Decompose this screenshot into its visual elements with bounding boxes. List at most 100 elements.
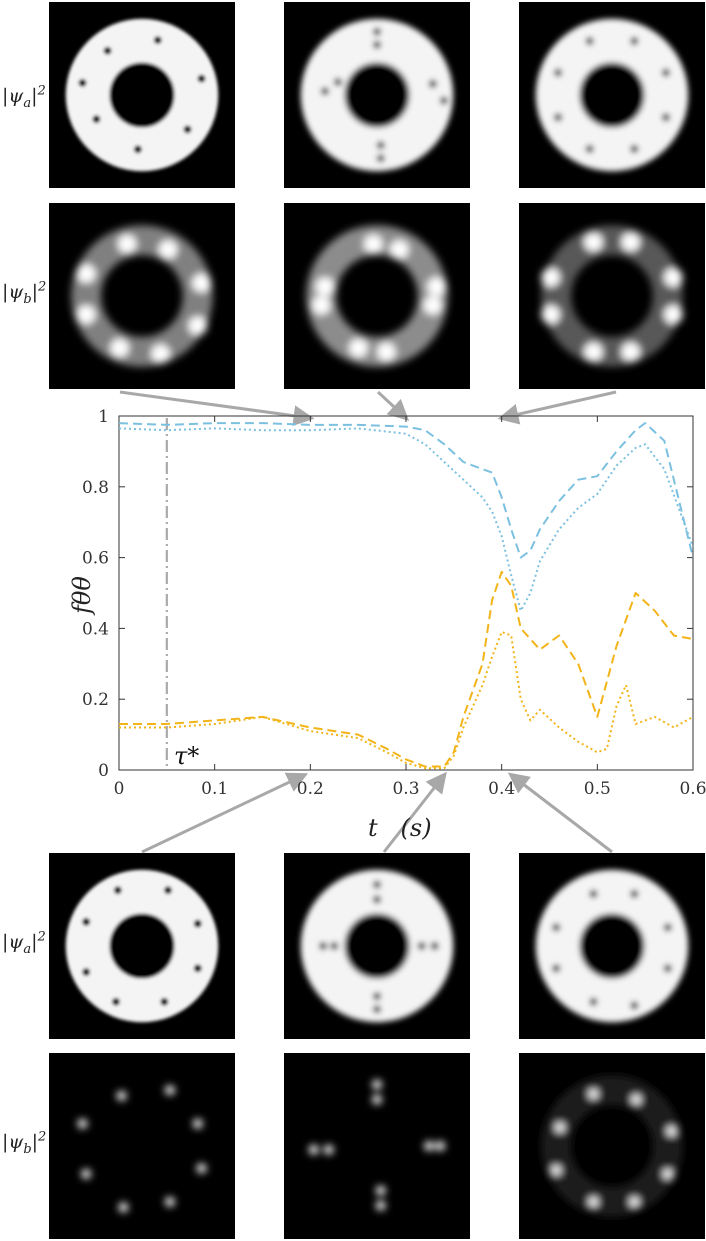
filled-vortex-density	[308, 1079, 446, 1211]
density-peak	[363, 234, 383, 254]
tau-star-annotation: τ*	[174, 742, 199, 770]
density-peak	[311, 296, 331, 315]
vortex-core	[193, 919, 202, 928]
vortex-core	[554, 113, 562, 122]
vortex-core	[552, 923, 561, 932]
vortex-core	[663, 923, 672, 932]
series-line-yellow-dotted	[119, 630, 694, 770]
vortex-core	[183, 125, 192, 134]
density-panel-top-a-1	[49, 2, 235, 188]
density-peak	[165, 1085, 175, 1096]
density-peak	[323, 1144, 334, 1155]
condensate-ring	[535, 18, 689, 172]
x-tick-label: 0	[114, 779, 125, 799]
row-label-top-psi-a: |ψa|2	[2, 84, 46, 112]
density-peak	[424, 1141, 434, 1151]
density-peak	[372, 1094, 382, 1105]
density-panel-bottom-a-3	[519, 853, 705, 1039]
density-panel-bottom-b-1	[49, 1053, 235, 1239]
y-tick-label: 1	[98, 407, 109, 427]
vortex-core	[134, 145, 142, 154]
vortex-core	[376, 141, 385, 150]
vortex-core	[82, 968, 91, 976]
vortex-core	[589, 890, 598, 898]
filled-vortex-density	[541, 225, 683, 367]
series-line-blue-dotted	[118, 427, 694, 612]
vortex-core	[160, 997, 169, 1006]
density-peak	[551, 1165, 562, 1176]
vortex-core	[552, 964, 561, 973]
vortex-core	[197, 74, 206, 83]
density-peak	[435, 1141, 446, 1151]
x-axis-label: t (s)	[368, 814, 432, 842]
density-peak	[555, 1122, 565, 1133]
condensate-ring	[65, 869, 219, 1023]
density-peak	[76, 264, 96, 283]
vortex-core	[585, 37, 594, 45]
density-peak	[188, 316, 208, 336]
density-peak	[390, 240, 409, 259]
density-peak	[631, 1094, 642, 1105]
density-panel-top-a-2	[284, 2, 470, 188]
density-peak	[349, 338, 368, 358]
condensate-ring	[535, 869, 689, 1023]
vortex-core	[373, 880, 381, 889]
arrow-bottom-2	[382, 771, 447, 853]
density-peak	[584, 342, 603, 362]
density-peak	[541, 268, 560, 287]
density-peak	[664, 268, 683, 287]
vortex-core	[554, 68, 562, 77]
density-peak	[664, 305, 683, 324]
density-peak	[621, 232, 640, 252]
density-peak	[76, 305, 96, 324]
vortex-core	[630, 145, 639, 153]
vortex-core	[417, 942, 426, 950]
density-peak	[116, 1090, 127, 1101]
x-tick-label: 0.5	[584, 779, 611, 799]
vortex-core	[103, 46, 112, 55]
density-peak	[584, 232, 603, 252]
vortex-core	[630, 37, 639, 45]
series-line-yellow-dashed	[119, 570, 694, 768]
y-axis-label: fθθ	[68, 576, 96, 616]
density-peak	[423, 296, 443, 315]
vortex-core	[112, 997, 120, 1006]
vortex-core	[430, 942, 439, 950]
density-panel-bottom-a-1	[49, 853, 235, 1039]
vortex-core	[92, 115, 101, 124]
density-peak	[588, 1089, 599, 1099]
density-peak	[629, 1196, 640, 1207]
x-tick-label: 0.4	[488, 779, 515, 799]
vortex-core	[630, 1001, 639, 1010]
density-peak	[192, 1118, 203, 1129]
density-peak	[81, 1169, 92, 1179]
density-panel-top-b-3	[519, 203, 705, 389]
density-peak	[192, 273, 211, 293]
density-peak	[315, 277, 335, 296]
vortex-core	[319, 942, 327, 950]
vortex-core	[662, 113, 670, 122]
density-peak	[308, 1144, 319, 1155]
density-peak	[541, 305, 560, 324]
density-peak	[151, 344, 170, 363]
vortex-core	[630, 890, 639, 898]
condensate-ring	[300, 18, 454, 172]
series-line-blue-dashed	[118, 422, 694, 559]
density-peak	[117, 234, 137, 254]
row-label-top-psi-b: |ψb|2	[2, 280, 47, 308]
vortex-core	[321, 87, 329, 96]
density-panel-bottom-b-3	[519, 1053, 705, 1239]
vortex-core	[373, 1005, 381, 1014]
x-tick-label: 0.3	[392, 779, 419, 799]
filled-vortex-density	[71, 225, 213, 367]
density-panel-top-b-1	[49, 203, 235, 389]
filled-vortex-density	[306, 225, 448, 367]
vortex-core	[373, 992, 381, 1001]
x-tick-label: 0.2	[297, 779, 324, 799]
vortex-core	[373, 27, 381, 36]
vortex-core	[585, 145, 594, 153]
y-tick-label: 0.8	[82, 478, 109, 498]
arrow-top-3	[497, 390, 617, 425]
row-label-bottom-psi-a: |ψa|2	[2, 930, 46, 958]
y-tick-label: 0.6	[82, 549, 109, 569]
